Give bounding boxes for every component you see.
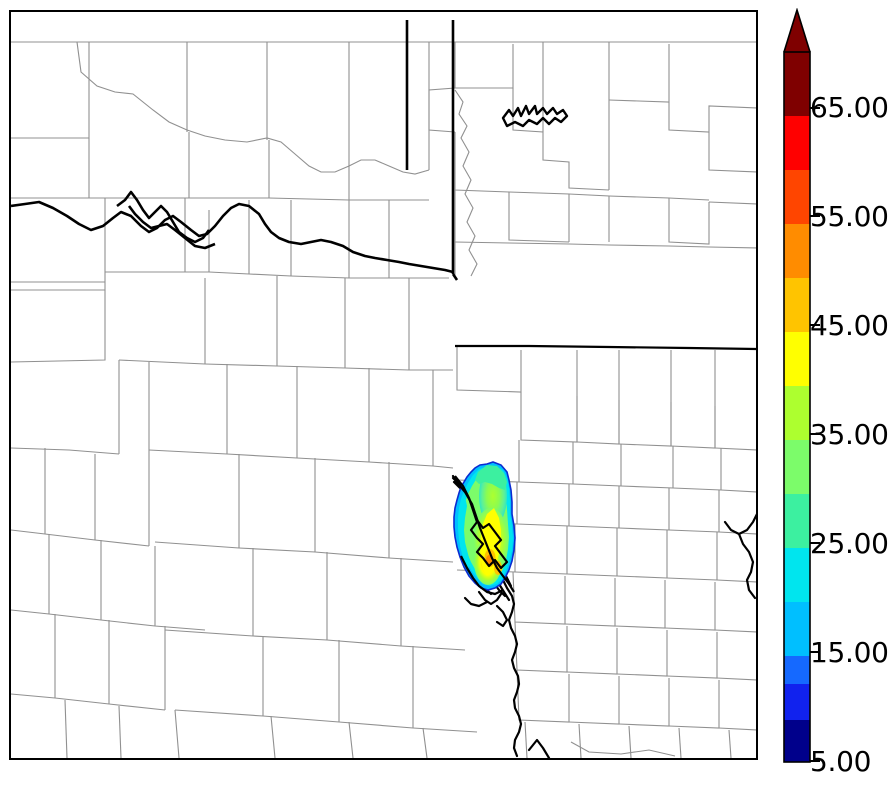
colorbar-tick-label-55: 55.00 [810,200,889,233]
colorbar-tick-labels: 65.00 55.00 45.00 35.00 25.00 15.00 5.00 [780,8,894,776]
colorbar-bands [784,52,810,762]
colorbar-gradient [783,8,820,763]
colorbar-arrow-max [784,10,810,52]
colorbar-tick-label-15: 15.00 [810,636,889,669]
county-boundaries [11,41,756,758]
colorbar-tick-label-5: 5.00 [810,745,872,778]
colorbar[interactable]: 65.00 55.00 45.00 35.00 25.00 15.00 5.00 [780,8,894,776]
map-canvas[interactable] [9,10,758,760]
colorbar-tick-label-25: 25.00 [810,527,889,560]
colorbar-tick-label-45: 45.00 [810,309,889,342]
colorbar-arrow-frame [783,8,811,53]
colorbar-frame [783,51,811,763]
map-panel[interactable] [9,10,758,760]
colorbar-ticks [810,107,820,762]
state-boundaries [11,20,756,351]
basin-river-overlay [454,475,515,596]
colorbar-tick-label-35: 35.00 [810,418,889,451]
lake-outline [501,104,569,128]
colorbar-tick-label-65: 65.00 [810,91,889,124]
